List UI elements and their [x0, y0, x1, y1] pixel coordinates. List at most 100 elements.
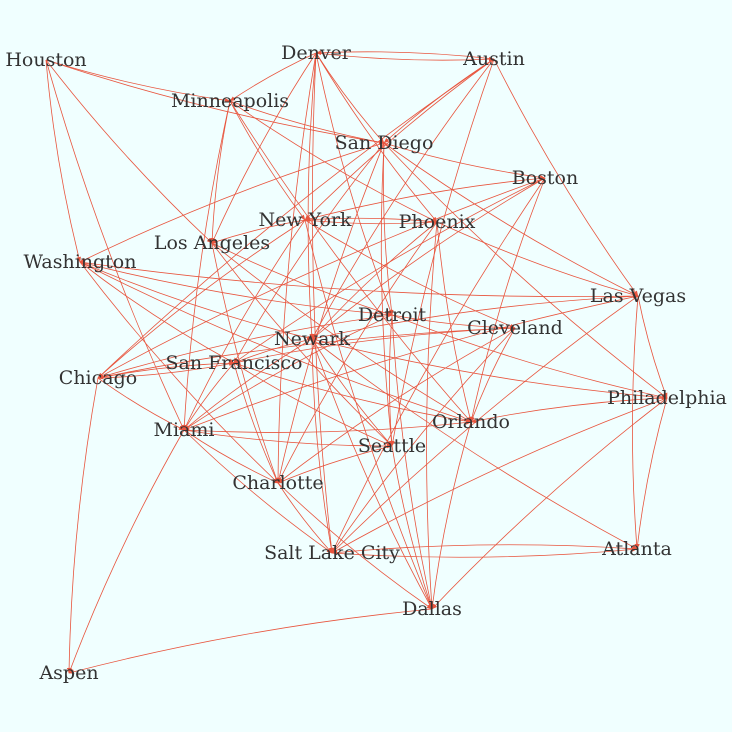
- graph-edge: [331, 397, 668, 554]
- graph-edge: [311, 338, 334, 554]
- node-label-houston: Houston: [5, 49, 86, 71]
- graph-edge: [315, 52, 393, 316]
- graph-edge: [430, 421, 472, 610]
- graph-edge: [97, 361, 235, 379]
- graph-edge: [211, 219, 306, 244]
- graph-edge: [391, 445, 433, 610]
- node-label-orlando: Orlando: [432, 411, 510, 433]
- graph-edge: [211, 242, 279, 484]
- graph-edge: [315, 50, 495, 60]
- graph-edge: [311, 338, 638, 550]
- node-label-austin: Austin: [462, 48, 525, 70]
- graph-edge: [277, 482, 433, 610]
- graph-edge: [493, 58, 639, 297]
- graph-edge: [391, 314, 668, 400]
- graph-edge: [229, 100, 306, 221]
- graph-edge: [233, 362, 472, 424]
- graph-edge: [315, 52, 438, 223]
- node-label-boston: Boston: [512, 167, 578, 189]
- graph-edge: [311, 58, 495, 340]
- graph-edge: [383, 142, 546, 180]
- node-label-salt-lake-city: Salt Lake City: [264, 542, 400, 564]
- graph-edge: [68, 429, 185, 674]
- node-label-los-angeles: Los Angeles: [154, 232, 270, 254]
- graph-edge: [331, 544, 638, 555]
- node-label-san-francisco: San Francisco: [166, 352, 303, 374]
- graph-edge: [79, 261, 279, 484]
- graph-edge: [233, 362, 393, 447]
- graph-edge: [275, 52, 317, 484]
- graph-edge: [79, 261, 313, 340]
- graph-edge: [436, 221, 472, 423]
- graph-edge: [45, 59, 231, 103]
- graph-edge: [79, 261, 639, 299]
- graph-edge: [229, 100, 472, 423]
- graph-edge: [637, 295, 668, 399]
- graph-edge: [431, 397, 668, 610]
- graph-edge: [233, 338, 313, 364]
- graph-edge: [233, 142, 385, 364]
- graph-edge: [311, 338, 433, 610]
- node-label-miami: Miami: [154, 419, 215, 441]
- node-label-charlotte: Charlotte: [232, 472, 323, 494]
- graph-edge: [45, 59, 81, 263]
- graph-edge: [45, 59, 213, 244]
- node-label-phoenix: Phoenix: [399, 211, 476, 233]
- graph-edge: [182, 100, 231, 431]
- graph-edge: [304, 177, 546, 221]
- graph-edge: [183, 429, 333, 554]
- graph-edge: [66, 377, 99, 674]
- graph-edge: [383, 142, 668, 399]
- graph-edge: [211, 52, 317, 244]
- graph-edge: [315, 52, 495, 62]
- graph-edges: [45, 50, 668, 674]
- graph-edge: [97, 377, 185, 431]
- graph-edge: [470, 397, 668, 424]
- graph-edge: [331, 547, 638, 558]
- graph-edge: [390, 58, 495, 447]
- graph-edge: [470, 327, 516, 423]
- node-label-las-vegas: Las Vegas: [590, 285, 686, 307]
- node-label-minneapolis: Minneapolis: [171, 90, 289, 112]
- node-label-new-york: New York: [258, 209, 352, 231]
- graph-edge: [276, 142, 385, 484]
- node-label-chicago: Chicago: [59, 367, 137, 389]
- graph-edge: [304, 219, 433, 610]
- graph-edge: [311, 338, 668, 400]
- node-label-detroit: Detroit: [358, 304, 427, 326]
- graph-edge: [277, 221, 438, 484]
- graph-edge: [311, 177, 546, 340]
- graph-edge: [277, 327, 516, 484]
- graph-edge: [304, 217, 438, 223]
- graph-edge: [277, 445, 393, 484]
- graph-edge: [97, 314, 393, 379]
- node-label-san-diego: San Diego: [335, 132, 434, 154]
- graph-edge: [183, 420, 472, 433]
- graph-node-labels: Houston Denver Austin Minneapolis San Diego B…: [5, 42, 727, 684]
- graph-edge: [79, 142, 385, 263]
- graph-edge: [229, 100, 385, 145]
- graph-edge: [211, 242, 393, 316]
- graph-edge: [229, 100, 438, 223]
- graph-edge: [635, 397, 668, 550]
- graph-edge: [45, 59, 185, 431]
- graph-edge: [331, 327, 516, 554]
- graph-edge: [233, 177, 546, 364]
- graph-edge: [68, 608, 433, 674]
- graph-edge: [183, 314, 393, 431]
- graph-edge: [233, 362, 279, 484]
- graph-edge: [183, 338, 313, 431]
- node-label-philadelphia: Philadelphia: [607, 387, 727, 409]
- graph-edge: [311, 338, 393, 447]
- graph-edge: [183, 362, 235, 431]
- graph-edge: [382, 142, 394, 316]
- graph-edge: [383, 142, 639, 297]
- graph-edge: [97, 327, 516, 380]
- node-label-dallas: Dallas: [402, 598, 462, 620]
- node-label-aspen: Aspen: [38, 662, 98, 684]
- graph-edge: [331, 177, 546, 554]
- graph-edge: [312, 52, 334, 554]
- graph-edge: [183, 429, 393, 449]
- node-label-atlanta: Atlanta: [601, 538, 672, 560]
